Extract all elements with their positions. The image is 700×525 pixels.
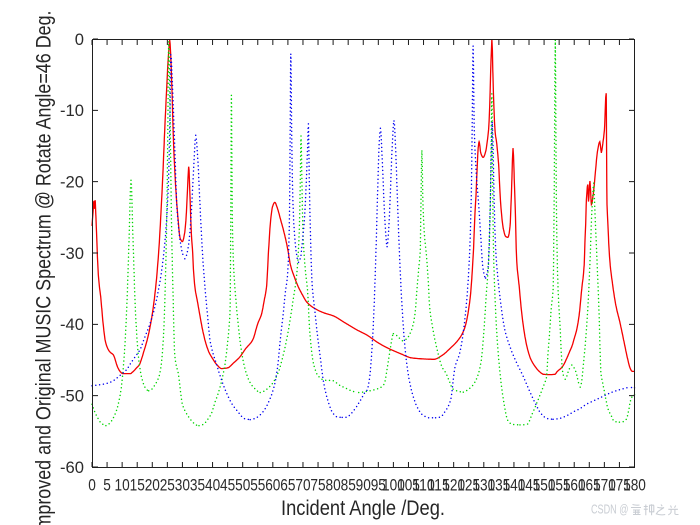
svg-text:105: 105	[397, 476, 420, 495]
svg-text:140: 140	[503, 476, 526, 495]
svg-text:25: 25	[160, 476, 175, 495]
svg-text:165: 165	[578, 476, 601, 495]
svg-text:120: 120	[442, 476, 465, 495]
svg-text:130: 130	[472, 476, 495, 495]
svg-text:80: 80	[326, 476, 341, 495]
svg-text:-30: -30	[60, 244, 84, 263]
svg-text:160: 160	[563, 476, 586, 495]
svg-text:40: 40	[205, 476, 220, 495]
svg-text:135: 135	[488, 476, 511, 495]
svg-text:115: 115	[427, 476, 450, 495]
svg-text:90: 90	[356, 476, 371, 495]
svg-text:55: 55	[250, 476, 265, 495]
svg-text:-20: -20	[60, 173, 84, 192]
svg-text:50: 50	[235, 476, 250, 495]
svg-text:45: 45	[220, 476, 235, 495]
svg-text:-50: -50	[60, 387, 84, 406]
svg-text:20: 20	[145, 476, 160, 495]
svg-text:30: 30	[175, 476, 190, 495]
svg-text:95: 95	[371, 476, 386, 495]
svg-text:110: 110	[412, 476, 435, 495]
svg-text:Improved and Original MUSIC Sp: Improved and Original MUSIC Spectrum @ R…	[32, 11, 56, 525]
svg-text:0: 0	[88, 476, 96, 495]
svg-text:145: 145	[518, 476, 541, 495]
svg-text:100: 100	[382, 476, 405, 495]
svg-text:170: 170	[593, 476, 616, 495]
svg-text:75: 75	[310, 476, 325, 495]
svg-text:Incident Angle /Deg.: Incident Angle /Deg.	[281, 496, 445, 520]
svg-text:CSDN @: CSDN @	[591, 503, 629, 517]
svg-text:65: 65	[280, 476, 295, 495]
svg-text:0: 0	[75, 30, 84, 49]
svg-text:15: 15	[130, 476, 145, 495]
svg-text:70: 70	[295, 476, 310, 495]
svg-text:60: 60	[265, 476, 280, 495]
svg-text:-40: -40	[60, 315, 84, 334]
svg-text:125: 125	[457, 476, 480, 495]
svg-text:175: 175	[608, 476, 631, 495]
svg-text:10: 10	[115, 476, 130, 495]
svg-text:155: 155	[548, 476, 571, 495]
svg-text:180: 180	[623, 476, 646, 495]
svg-text:-10: -10	[60, 101, 84, 120]
svg-text:5: 5	[103, 476, 111, 495]
svg-text:-60: -60	[60, 458, 84, 477]
svg-text:85: 85	[341, 476, 356, 495]
svg-text:35: 35	[190, 476, 205, 495]
svg-text:150: 150	[533, 476, 556, 495]
